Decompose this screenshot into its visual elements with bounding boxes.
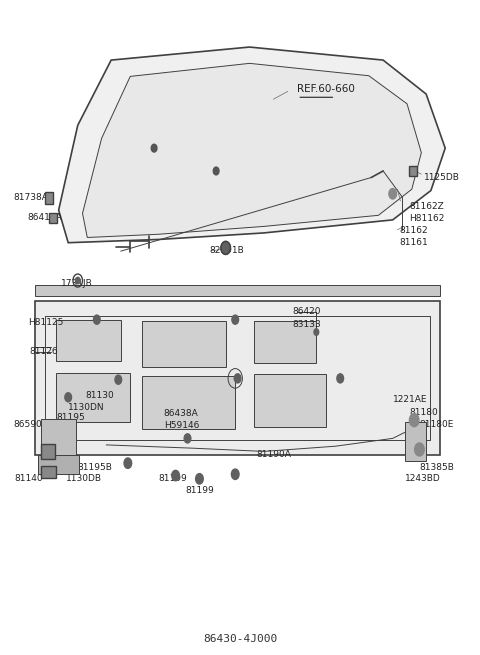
Circle shape: [196, 474, 203, 484]
Text: 1243BD: 1243BD: [405, 474, 440, 483]
Polygon shape: [142, 377, 235, 428]
Polygon shape: [254, 321, 316, 364]
Text: 81126: 81126: [29, 347, 58, 356]
Text: 1130DB: 1130DB: [66, 474, 102, 483]
Text: 81190A: 81190A: [257, 450, 291, 459]
Circle shape: [221, 242, 230, 254]
Circle shape: [314, 329, 319, 335]
Text: 81140: 81140: [15, 474, 43, 483]
Circle shape: [415, 443, 424, 456]
Bar: [40, 466, 56, 478]
Bar: [409, 166, 417, 176]
Polygon shape: [142, 321, 226, 367]
Circle shape: [65, 434, 72, 443]
Text: 81738A: 81738A: [13, 193, 48, 202]
Bar: [41, 444, 55, 458]
Circle shape: [115, 375, 121, 384]
Text: H81125: H81125: [28, 318, 63, 328]
Text: H81162: H81162: [409, 214, 445, 223]
Circle shape: [337, 374, 344, 383]
Text: 1130DN: 1130DN: [68, 403, 105, 411]
Text: 81162Z: 81162Z: [409, 202, 444, 212]
Text: 81180E: 81180E: [419, 420, 453, 428]
Text: 1731JB: 1731JB: [61, 279, 93, 288]
Text: 86430-4J000: 86430-4J000: [203, 634, 277, 644]
Circle shape: [232, 315, 239, 324]
Text: 81180: 81180: [409, 408, 438, 417]
Text: H59146: H59146: [164, 421, 199, 430]
Polygon shape: [40, 419, 76, 455]
Circle shape: [389, 189, 396, 199]
Circle shape: [234, 374, 241, 383]
Bar: [45, 192, 53, 204]
Circle shape: [213, 167, 219, 175]
Circle shape: [184, 434, 191, 443]
Bar: [49, 213, 57, 223]
Text: 81162: 81162: [400, 227, 429, 235]
Circle shape: [172, 470, 180, 481]
Polygon shape: [38, 455, 79, 474]
Circle shape: [409, 413, 419, 426]
Circle shape: [65, 393, 72, 402]
Text: 82191B: 82191B: [209, 246, 244, 255]
Text: 86438A: 86438A: [164, 409, 198, 418]
Text: 83133: 83133: [292, 320, 321, 329]
Text: 81130: 81130: [85, 392, 114, 400]
Text: 81385B: 81385B: [419, 462, 454, 472]
Circle shape: [75, 277, 80, 284]
Text: 1125DB: 1125DB: [424, 173, 460, 182]
Polygon shape: [83, 64, 421, 238]
Circle shape: [151, 144, 157, 152]
Polygon shape: [405, 422, 426, 461]
Text: 81195: 81195: [56, 413, 85, 422]
Text: 1221AE: 1221AE: [393, 395, 427, 403]
Text: 81195B: 81195B: [78, 463, 113, 472]
Polygon shape: [254, 375, 326, 426]
Text: 81199: 81199: [159, 474, 188, 483]
Text: 81199: 81199: [185, 486, 214, 495]
Polygon shape: [35, 285, 441, 296]
Polygon shape: [56, 373, 130, 422]
Text: 81161: 81161: [400, 238, 429, 247]
Polygon shape: [56, 320, 120, 362]
Text: 86415A: 86415A: [28, 214, 62, 223]
Text: 86420: 86420: [292, 307, 321, 316]
Circle shape: [94, 315, 100, 324]
Circle shape: [231, 469, 239, 479]
Polygon shape: [35, 301, 441, 455]
Polygon shape: [59, 47, 445, 243]
Text: 86590: 86590: [13, 420, 42, 428]
Circle shape: [124, 458, 132, 468]
Text: REF.60-660: REF.60-660: [297, 84, 355, 94]
